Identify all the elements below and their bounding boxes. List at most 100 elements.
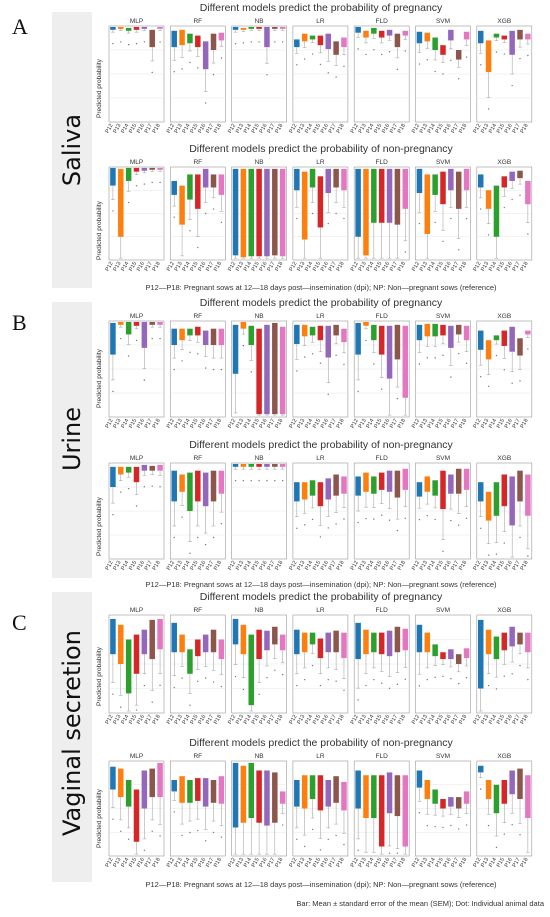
box-p17 (394, 324, 401, 360)
tick-label-p14: P14 (304, 123, 314, 134)
box-p15 (501, 780, 508, 804)
box-p15 (195, 35, 201, 48)
outlier-dot (503, 53, 505, 55)
model-title: SVM (436, 753, 450, 760)
outlier-dot (135, 339, 138, 342)
tick-label-p12: P12 (105, 714, 115, 725)
outlier-dot (434, 70, 436, 73)
tick-label-p18: P18 (274, 714, 284, 725)
outlier-dot (319, 63, 322, 66)
tick-label-p16: P16 (442, 714, 452, 725)
outlier-dot (450, 678, 452, 680)
box-p15 (133, 26, 140, 30)
tick-label-p18: P18 (520, 261, 530, 272)
box-p16 (325, 632, 332, 653)
box-p16 (141, 629, 148, 655)
box-p13 (485, 190, 492, 209)
box-p17 (272, 626, 278, 645)
tick-label-p18: P18 (520, 560, 530, 571)
tick-label-p17: P17 (144, 714, 154, 725)
tick-label-p15: P15 (128, 857, 138, 868)
outlier-dot (234, 42, 237, 45)
outlier-dot (112, 42, 114, 45)
tick-label-p17: P17 (389, 857, 399, 868)
outlier-dot (197, 680, 199, 682)
model-title: RF (193, 455, 202, 462)
outlier-dot (458, 524, 460, 526)
outlier-dot (197, 246, 199, 249)
box-p14 (371, 775, 377, 818)
outlier-dot (442, 240, 444, 243)
box-p13 (485, 629, 492, 655)
tick-label-p15: P15 (312, 418, 322, 429)
box-p12 (355, 622, 361, 660)
outlier-dot (357, 521, 359, 524)
box-p16 (264, 630, 270, 651)
outlier-dot (327, 838, 329, 840)
outlier-dot (120, 337, 122, 340)
tick-label-p14: P14 (365, 261, 375, 272)
outlier-dot (181, 677, 183, 679)
outlier-dot (135, 505, 138, 507)
outlier-dot (527, 54, 529, 57)
tick-label-p15: P15 (189, 857, 199, 868)
outlier-dot (234, 675, 237, 678)
outlier-dot (234, 479, 237, 482)
outlier-dot (303, 58, 306, 60)
outlier-dot (151, 181, 153, 184)
tick-label-p14: P14 (365, 857, 375, 868)
box-p18 (463, 648, 470, 659)
outlier-dot (458, 682, 460, 685)
outlier-dot (197, 353, 199, 355)
tick-label-p18: P18 (520, 714, 530, 725)
box-p16 (264, 26, 270, 48)
box-p12 (294, 168, 300, 191)
tick-label-p18: P18 (397, 560, 407, 571)
outlier-dot (343, 217, 345, 220)
box-p15 (256, 770, 262, 823)
model-title: XGB (497, 159, 511, 166)
box-p17 (272, 168, 278, 256)
outlier-dot (151, 701, 153, 703)
outlier-dot (480, 208, 482, 210)
box-p12 (294, 629, 300, 655)
tick-label-p16: P16 (197, 123, 207, 134)
tick-label-p12: P12 (411, 560, 421, 571)
tick-label-p12: P12 (411, 714, 421, 725)
tick-label-p16: P16 (320, 714, 330, 725)
outlier-dot (519, 57, 521, 60)
tick-label-p15: P15 (435, 714, 445, 725)
box-p15 (440, 470, 446, 510)
box-p13 (240, 321, 247, 329)
box-p12 (355, 168, 361, 237)
box-p14 (125, 27, 132, 31)
box-p15 (501, 176, 508, 188)
footnote-saliva: P12—P18: Pregnant sows at 12—18 days pos… (145, 283, 497, 292)
outlier-dot (388, 519, 391, 521)
tick-label-p12: P12 (350, 123, 360, 134)
box-p14 (125, 167, 132, 181)
box-p15 (256, 629, 262, 660)
tick-label-p15: P15 (312, 857, 322, 868)
model-title: LR (316, 159, 325, 166)
outlier-dot (127, 201, 130, 204)
box-p15 (317, 638, 324, 659)
outlier-dot (220, 836, 223, 838)
outlier-dot (343, 689, 345, 691)
box-p17 (394, 470, 401, 498)
tick-label-p18: P18 (274, 261, 284, 272)
box-p18 (341, 632, 347, 659)
outlier-dot (503, 369, 505, 371)
tick-label-p15: P15 (128, 123, 138, 134)
box-p15 (501, 632, 508, 651)
tick-label-p12: P12 (472, 261, 482, 272)
box-p17 (272, 772, 278, 823)
tick-label-p16: P16 (136, 261, 146, 272)
box-p16 (386, 29, 393, 36)
model-title: MLP (130, 18, 143, 25)
tick-label-p18: P18 (336, 714, 346, 725)
tick-label-p16: P16 (442, 261, 452, 272)
